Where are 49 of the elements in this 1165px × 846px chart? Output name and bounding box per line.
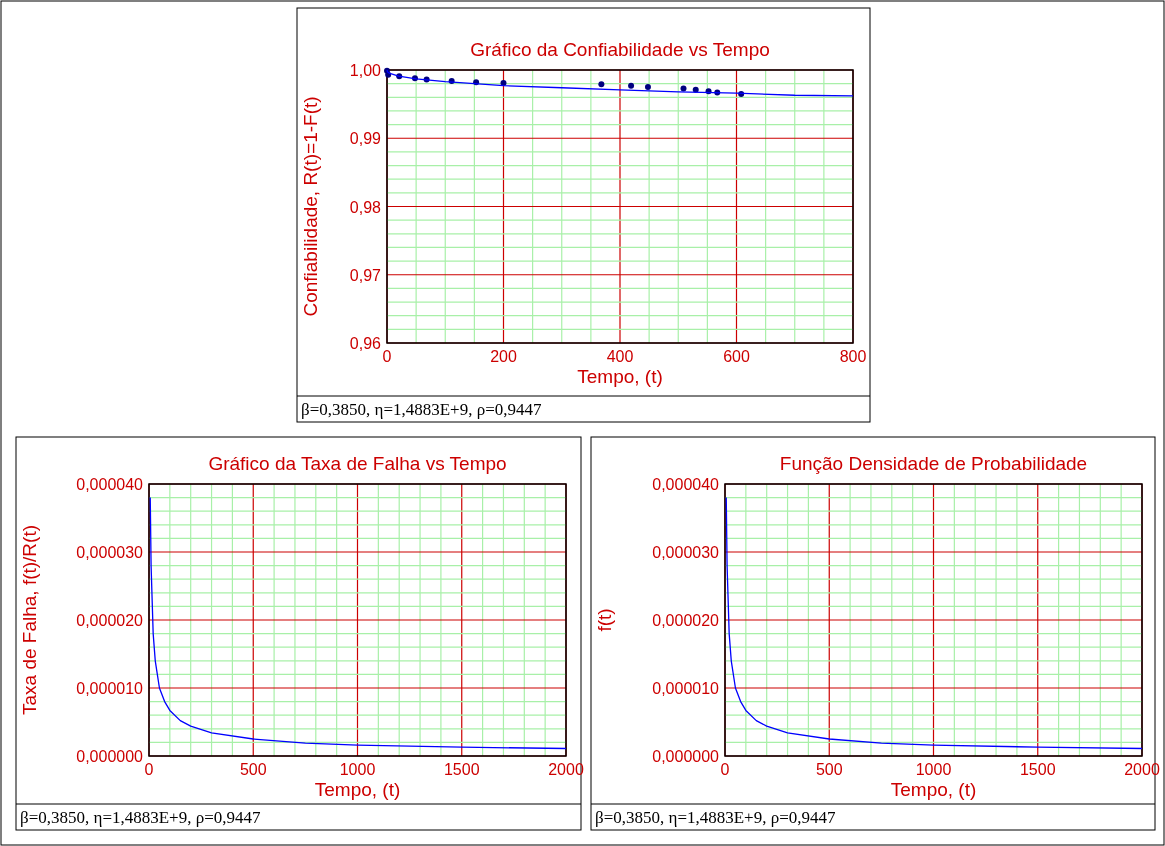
chart-title: Função Densidade de Probabilidade bbox=[779, 453, 1088, 474]
y-tick-label: 1,00 bbox=[349, 62, 382, 79]
y-tick-label: 0,97 bbox=[349, 266, 382, 284]
y-axis-title: Taxa de Falha, f(t)/R(t) bbox=[19, 524, 40, 716]
y-tick-label: 0,000000 bbox=[76, 748, 144, 765]
y-tick-label: 0,000030 bbox=[652, 544, 720, 561]
x-tick-label: 1000 bbox=[339, 761, 376, 778]
y-tick-label: 0,000040 bbox=[76, 476, 144, 493]
point bbox=[692, 86, 699, 93]
text: β=0,3850, η=1,4883E+9, ρ=0,9447 bbox=[301, 400, 543, 419]
y-tick-label: 0,96 bbox=[349, 335, 382, 352]
y-tick-label: 0,000010 bbox=[652, 680, 720, 697]
point bbox=[628, 82, 635, 89]
x-tick-label: 500 bbox=[815, 761, 843, 778]
line-series bbox=[725, 496, 1143, 750]
chart-title: Gráfico da Taxa de Falha vs Tempo bbox=[208, 453, 507, 474]
x-axis-title: Tempo, (t) bbox=[314, 779, 401, 800]
y-tick-label: 0,000040 bbox=[652, 476, 720, 493]
x-tick-label: 1500 bbox=[443, 761, 480, 778]
x-tick-label: 800 bbox=[839, 348, 867, 365]
text: β=0,3850, η=1,4883E+9, ρ=0,9447 bbox=[20, 808, 262, 827]
x-tick-label: 0 bbox=[382, 348, 392, 365]
x-tick-label: 500 bbox=[239, 761, 267, 778]
line-series bbox=[149, 496, 567, 750]
x-tick-label: 200 bbox=[490, 348, 517, 365]
y-axis-title: Confiabilidade, R(t)=1-F(t) bbox=[300, 96, 321, 317]
y-tick-label: 0,000030 bbox=[76, 544, 144, 561]
text: β=0,3850, η=1,4883E+9, ρ=0,9447 bbox=[595, 808, 837, 827]
x-tick-label: 2000 bbox=[1124, 761, 1160, 778]
point bbox=[598, 81, 605, 88]
y-tick-label: 0,000000 bbox=[652, 748, 720, 765]
x-tick-label: 1500 bbox=[1019, 761, 1056, 778]
y-tick-label: 0,000020 bbox=[652, 612, 720, 629]
x-tick-label: 0 bbox=[144, 761, 154, 778]
x-tick-label: 600 bbox=[723, 348, 750, 365]
x-tick-label: 0 bbox=[720, 761, 730, 778]
chart-title: Gráfico da Confiabilidade vs Tempo bbox=[470, 39, 770, 60]
x-axis-title: Tempo, (t) bbox=[577, 366, 663, 387]
x-axis-title: Tempo, (t) bbox=[890, 779, 977, 800]
x-tick-label: 2000 bbox=[548, 761, 584, 778]
y-tick-label: 0,000010 bbox=[76, 680, 144, 697]
point bbox=[644, 84, 651, 91]
x-tick-label: 400 bbox=[606, 348, 634, 365]
y-tick-label: 0,99 bbox=[349, 130, 382, 148]
y-tick-label: 0,000020 bbox=[76, 612, 144, 629]
y-tick-label: 0,98 bbox=[349, 198, 382, 216]
x-tick-label: 1000 bbox=[915, 761, 952, 778]
y-axis-title: f(t) bbox=[594, 608, 615, 632]
point bbox=[680, 85, 687, 92]
